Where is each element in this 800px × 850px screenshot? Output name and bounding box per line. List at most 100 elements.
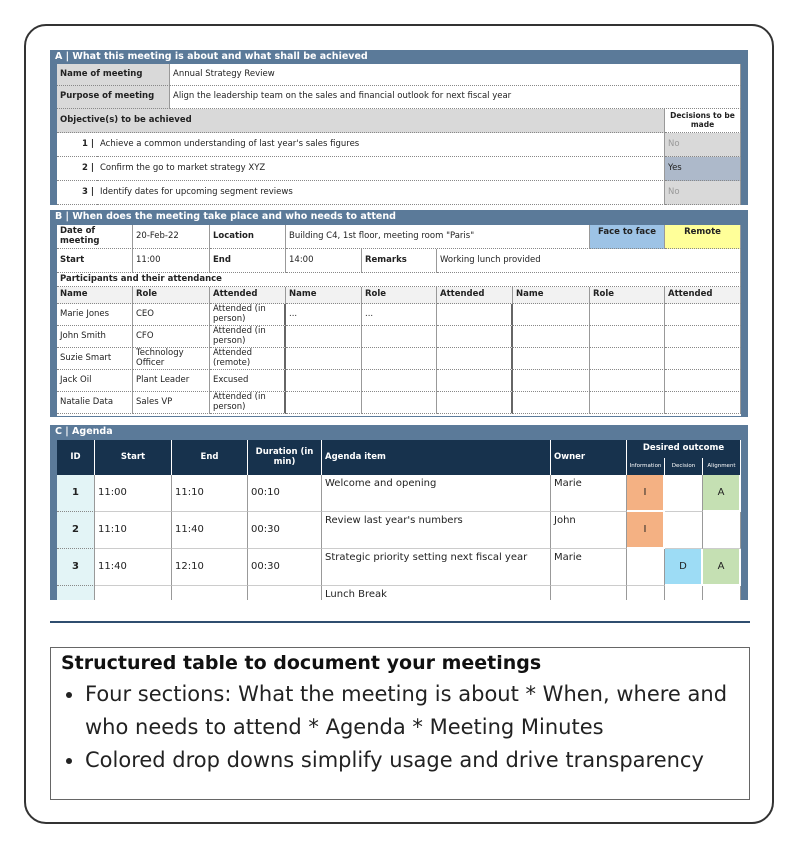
agenda-owner: Marie xyxy=(551,549,627,586)
empty-cell xyxy=(665,348,741,370)
column-header: Duration (in min) xyxy=(248,440,322,475)
empty-cell xyxy=(437,392,513,414)
participant-name: Suzie Smart xyxy=(57,348,133,370)
caption-bullet: Colored drop downs simplify usage and dr… xyxy=(85,744,745,777)
column-header: End xyxy=(172,440,248,475)
empty-cell xyxy=(665,370,741,392)
empty-cell xyxy=(362,370,437,392)
empty-cell xyxy=(286,370,362,392)
outcome-decision xyxy=(665,586,703,600)
participant-role: Technology Officer xyxy=(133,348,210,370)
empty-cell xyxy=(590,392,665,414)
agenda-item: Strategic priority setting next fiscal y… xyxy=(322,549,551,586)
decision-value: Yes xyxy=(665,157,741,181)
agenda-duration: 00:30 xyxy=(248,549,322,586)
participant-role: Sales VP xyxy=(133,392,210,414)
empty-cell xyxy=(513,304,590,326)
agenda-owner: John xyxy=(551,512,627,549)
column-header: ID xyxy=(57,440,95,475)
decision-value: No xyxy=(665,181,741,205)
field-label: Objective(s) to be achieved xyxy=(57,109,665,133)
agenda-item: Review last year's numbers xyxy=(322,512,551,549)
empty-cell xyxy=(437,304,513,326)
empty-cell xyxy=(590,370,665,392)
objective-number: 2 | xyxy=(57,157,97,181)
empty-cell xyxy=(362,348,437,370)
field-label: Date of meeting xyxy=(57,225,133,249)
section-title: B | When does the meeting take place and… xyxy=(55,211,396,223)
objective-number: 1 | xyxy=(57,133,97,157)
column-header: Desired outcome xyxy=(627,440,741,458)
column-subheader: Information xyxy=(627,458,665,475)
agenda-owner xyxy=(551,586,627,600)
outcome-decision xyxy=(665,512,703,549)
empty-cell xyxy=(590,326,665,348)
column-header: Attended xyxy=(437,287,513,304)
column-header: Decisions to be made xyxy=(665,109,741,133)
empty-cell xyxy=(513,392,590,414)
outcome-information xyxy=(627,549,665,586)
field-value: 20-Feb-22 xyxy=(133,225,210,249)
column-header: Attended xyxy=(210,287,286,304)
outer-frame xyxy=(24,24,774,824)
placeholder: ... xyxy=(362,304,437,326)
outcome-alignment xyxy=(703,586,741,600)
empty-cell xyxy=(513,326,590,348)
section-title: A | What this meeting is about and what … xyxy=(55,50,368,62)
participant-role: CFO xyxy=(133,326,210,348)
empty-cell xyxy=(437,370,513,392)
mode-option: Remote xyxy=(665,225,741,249)
agenda-item: Welcome and opening xyxy=(322,475,551,512)
field-label: Location xyxy=(210,225,286,249)
column-header: Agenda item xyxy=(322,440,551,475)
outcome-alignment: A xyxy=(703,475,741,512)
section-subtitle: Participants and their attendance xyxy=(57,273,741,287)
field-label: End xyxy=(210,249,286,273)
empty-cell xyxy=(665,304,741,326)
caption-bullet: Four sections: What the meeting is about… xyxy=(85,678,745,744)
participant-attendance: Excused xyxy=(210,370,286,392)
empty-cell xyxy=(665,392,741,414)
empty-cell xyxy=(362,326,437,348)
section-c: C | Agenda ID Start End Duration (in min) Age… xyxy=(50,425,748,600)
empty-cell xyxy=(362,392,437,414)
column-header: Role xyxy=(362,287,437,304)
agenda-duration: 00:10 xyxy=(248,475,322,512)
objective-text: Achieve a common understanding of last y… xyxy=(97,133,665,157)
column-subheader: Alignment xyxy=(703,458,741,475)
participant-name: John Smith xyxy=(57,326,133,348)
empty-cell xyxy=(286,326,362,348)
empty-cell xyxy=(286,392,362,414)
outcome-decision xyxy=(665,475,703,512)
agenda-id: 1 xyxy=(57,475,95,512)
outcome-alignment xyxy=(703,512,741,549)
column-header: Owner xyxy=(551,440,627,475)
participant-role: Plant Leader xyxy=(133,370,210,392)
column-header: Role xyxy=(133,287,210,304)
field-value: Align the leadership team on the sales a… xyxy=(170,86,741,109)
caption-list: Four sections: What the meeting is about… xyxy=(61,678,745,777)
agenda-owner: Marie xyxy=(551,475,627,512)
agenda-id: 3 xyxy=(57,549,95,586)
column-header: Name xyxy=(57,287,133,304)
participant-attendance: Attended (in person) xyxy=(210,392,286,414)
participant-role: CEO xyxy=(133,304,210,326)
divider xyxy=(50,621,750,623)
field-label: Start xyxy=(57,249,133,273)
section-a: A | What this meeting is about and what … xyxy=(50,50,748,205)
field-value: 11:00 xyxy=(133,249,210,273)
column-header: Start xyxy=(95,440,172,475)
agenda-id xyxy=(57,586,95,600)
agenda-end: 12:10 xyxy=(172,549,248,586)
agenda-start xyxy=(95,586,172,600)
column-header: Attended xyxy=(665,287,741,304)
caption-title: Structured table to document your meetin… xyxy=(61,652,542,674)
participant-name: Jack Oil xyxy=(57,370,133,392)
field-value: Annual Strategy Review xyxy=(170,64,741,86)
field-value: Working lunch provided xyxy=(437,249,741,273)
participant-attendance: Attended (remote) xyxy=(210,348,286,370)
field-value: Building C4, 1st floor, meeting room "Pa… xyxy=(286,225,590,249)
participant-name: Natalie Data xyxy=(57,392,133,414)
participant-attendance: Attended (in person) xyxy=(210,304,286,326)
field-label: Name of meeting xyxy=(57,64,170,86)
